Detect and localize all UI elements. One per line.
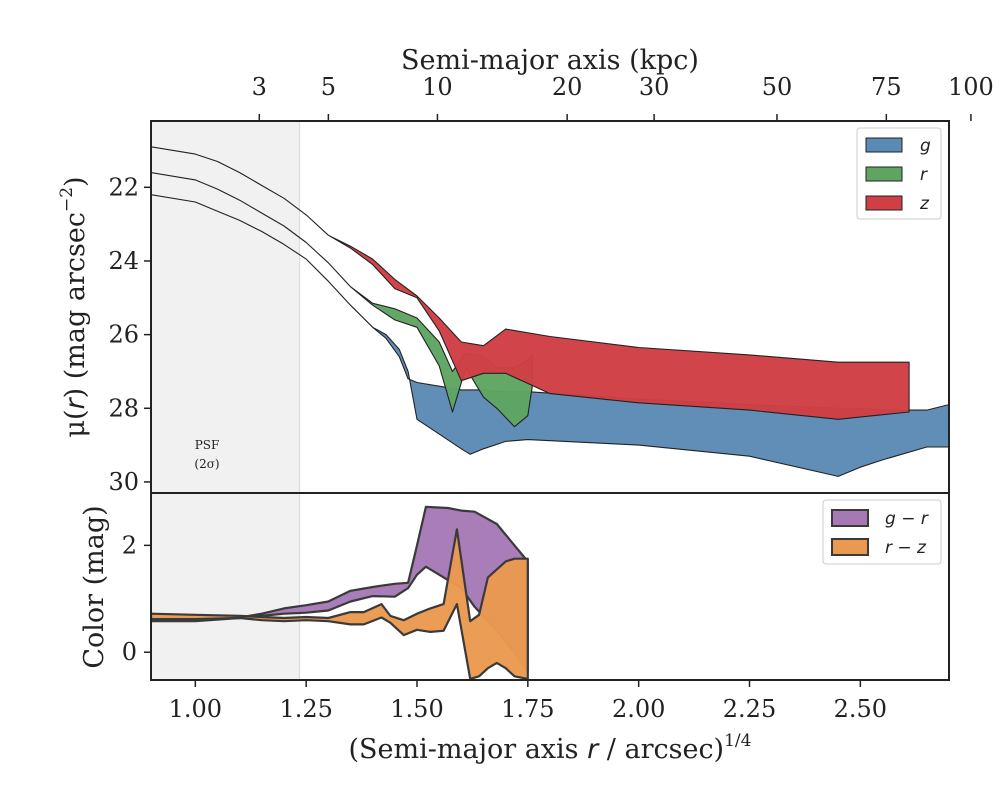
bottom-panel: 0 2 g − r r − z	[122, 492, 950, 681]
ytick-label-22: 22	[108, 173, 139, 201]
legend-top: grz	[856, 127, 942, 220]
top-axis-tick-label-30: 30	[639, 73, 670, 101]
legend-label-z: z	[919, 194, 930, 214]
legend-label-g: g	[920, 136, 931, 156]
top-axis-tick-label-100: 100	[948, 73, 994, 101]
psf-shaded-region	[151, 121, 300, 680]
top-axis-tick-label-10: 10	[422, 73, 453, 101]
top-axis: 3 5 10 20 30 50 75 100	[252, 73, 994, 121]
ytick-label-30: 30	[108, 468, 139, 496]
ytick-label-26: 26	[108, 321, 139, 349]
bottom-x-axis-title: (Semi-major axis r / arcsec)1/4	[349, 731, 752, 765]
legend-swatch-r	[865, 166, 903, 182]
legend-label-r: r	[920, 165, 928, 185]
bottom-xtick-label-1.75: 1.75	[501, 695, 554, 723]
bottom-xtick-label-1.25: 1.25	[279, 695, 332, 723]
legend-swatch-g-r	[831, 509, 869, 527]
bottom-xtick-label-1.00: 1.00	[169, 695, 222, 723]
legend-label-g-r: g − r	[885, 509, 929, 529]
legend-swatch-r-z	[831, 538, 869, 556]
bottom-xtick-label-1.50: 1.50	[390, 695, 443, 723]
top-bands	[151, 146, 949, 477]
bottom-y-axis-title: Color (mag)	[79, 505, 110, 668]
bottom-ytick-label-2: 2	[122, 531, 137, 559]
bottom-panel-frame	[150, 492, 950, 681]
legend-swatch-g	[865, 137, 903, 153]
bottom-xtick-label-2.00: 2.00	[612, 695, 665, 723]
top-y-axis-title: μ(r) (mag arcsec−2)	[57, 176, 91, 437]
top-axis-title: Semi-major axis (kpc)	[401, 45, 699, 76]
psf-sigma-label: (2σ)	[194, 457, 219, 471]
bottom-xtick-label-2.50: 2.50	[834, 695, 887, 723]
legend-swatch-z	[865, 195, 903, 211]
ytick-label-24: 24	[108, 247, 139, 275]
legend-bottom: g − r r − z	[822, 499, 942, 565]
bottom-bands	[151, 505, 529, 680]
top-axis-tick-label-20: 20	[552, 73, 583, 101]
bottom-xtick-label-2.25: 2.25	[723, 695, 776, 723]
band-r-z	[151, 528, 529, 680]
legend-label-r-z: r − z	[885, 538, 927, 558]
top-axis-tick-label-5: 5	[321, 73, 336, 101]
bottom-ytick-label-0: 0	[122, 638, 137, 666]
top-axis-tick-label-3: 3	[252, 73, 267, 101]
psf-label: PSF	[195, 438, 220, 452]
bottom-axis: 1.00 1.25 1.50 1.75 2.00 2.25 2.50	[169, 680, 887, 723]
ytick-label-28: 28	[108, 394, 139, 422]
top-axis-tick-label-50: 50	[762, 73, 793, 101]
top-axis-tick-label-75: 75	[871, 73, 902, 101]
band-z	[151, 146, 910, 420]
top-panel: PSF (2σ) 22 24 26 28 30 grz	[108, 120, 950, 680]
